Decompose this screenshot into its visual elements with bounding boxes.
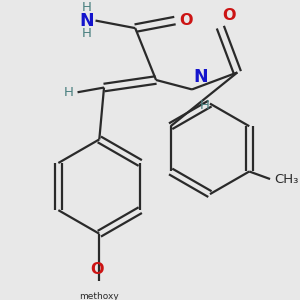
Text: CH₃: CH₃	[274, 172, 298, 185]
Text: O: O	[91, 262, 104, 277]
Text: O: O	[180, 13, 193, 28]
Text: H: H	[200, 99, 209, 112]
Text: H: H	[64, 86, 74, 99]
Text: N: N	[194, 68, 208, 86]
Text: H: H	[82, 27, 92, 40]
Text: methoxy: methoxy	[80, 292, 119, 300]
Text: H: H	[82, 1, 92, 14]
Text: N: N	[79, 12, 94, 30]
Text: O: O	[222, 8, 236, 23]
